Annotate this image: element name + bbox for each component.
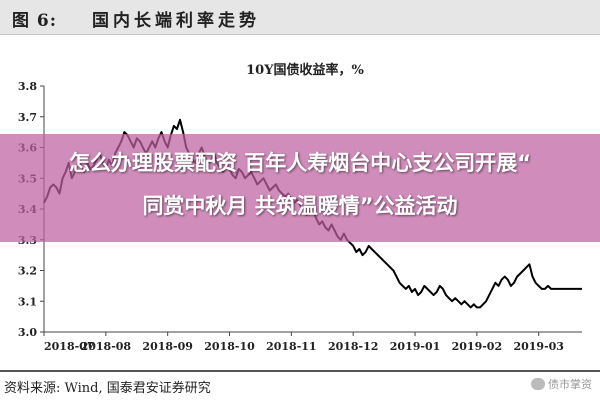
x-tick-label: 2019-03 — [513, 340, 564, 353]
x-tick-label: 2019-01 — [390, 340, 441, 353]
y-tick-label: 3.8 — [18, 80, 37, 93]
wechat-icon — [531, 378, 545, 390]
y-tick-label: 3.1 — [18, 295, 37, 308]
figure-number: 图 6: — [12, 11, 58, 31]
figure-header: 图 6: 国内长端利率走势 — [0, 0, 600, 35]
banner-headline[interactable]: 怎么办理股票配资 百年人寿烟台中心支公司开展“ 同赏中秋月 共筑温暖情”公益活动 — [8, 142, 592, 228]
banner-line-2: 同赏中秋月 共筑温暖情”公益活动 — [142, 194, 458, 218]
data-source: 资料来源: Wind, 国泰君安证券研究 — [4, 381, 211, 396]
banner-line-1: 怎么办理股票配资 百年人寿烟台中心支公司开展“ — [68, 151, 532, 175]
watermark: 债市掌资 — [531, 376, 592, 392]
y-tick-label: 3.7 — [18, 111, 37, 124]
x-tick-label: 2018-12 — [328, 340, 379, 353]
x-tick-label: 2018-08 — [81, 340, 132, 353]
x-tick-label: 2018-07 — [44, 340, 95, 353]
x-tick-label: 2018-11 — [266, 340, 317, 353]
figure-footer: 资料来源: Wind, 国泰君安证券研究 债市掌资 — [0, 370, 600, 402]
x-tick-label: 2018-09 — [142, 340, 193, 353]
overlay-banner[interactable]: 怎么办理股票配资 百年人寿烟台中心支公司开展“ 同赏中秋月 共筑温暖情”公益活动 — [0, 134, 600, 242]
y-tick-label: 3.0 — [18, 326, 37, 339]
figure-title: 国内长端利率走势 — [92, 11, 260, 31]
x-tick-label: 2018-10 — [204, 340, 255, 353]
watermark-text: 债市掌资 — [548, 378, 592, 391]
x-tick-label: 2019-02 — [452, 340, 503, 353]
chart-title: 10Y国债收益率，% — [246, 62, 364, 78]
y-tick-label: 3.2 — [18, 265, 37, 278]
